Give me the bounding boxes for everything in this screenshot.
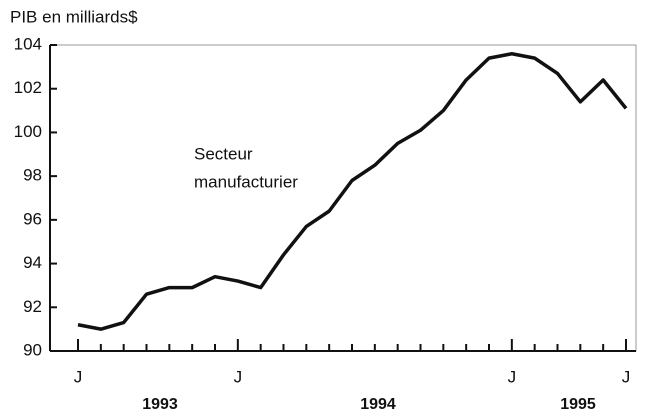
x-tick-label: J	[622, 367, 631, 386]
y-tick-label: 92	[23, 297, 42, 316]
x-tick-label: J	[234, 367, 243, 386]
year-label: 1995	[560, 396, 596, 413]
y-tick-label: 100	[14, 122, 42, 141]
year-label: 1994	[360, 396, 396, 413]
y-tick-label: 104	[14, 34, 42, 53]
y-tick-label: 90	[23, 340, 42, 359]
y-tick-label: 96	[23, 209, 42, 228]
chart-title: PIB en milliards$	[10, 7, 138, 26]
x-tick-label: J	[508, 367, 517, 386]
y-tick-label: 94	[23, 253, 42, 272]
annotation: manufacturier	[194, 172, 298, 191]
annotation: Secteur	[194, 144, 253, 163]
year-label: 1993	[142, 396, 178, 413]
y-tick-label: 102	[14, 78, 42, 97]
x-tick-label: J	[74, 367, 83, 386]
data-line	[77, 51, 628, 331]
y-tick-label: 98	[23, 166, 42, 185]
